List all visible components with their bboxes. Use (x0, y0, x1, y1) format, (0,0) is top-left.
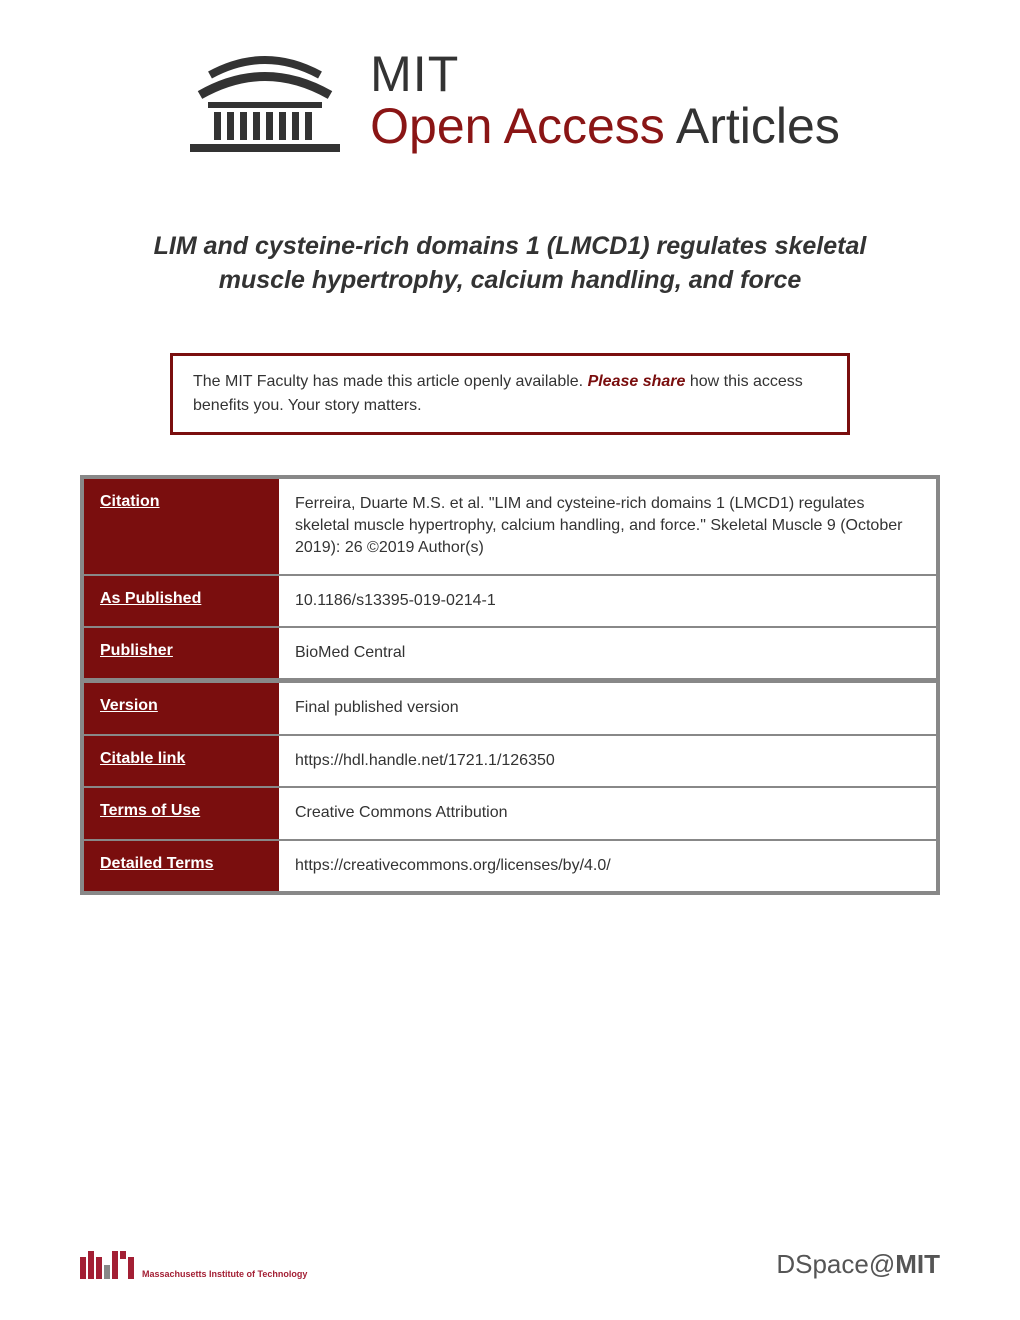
dspace-text: DSpace@ (776, 1249, 895, 1279)
dspace-logo: DSpace@MIT (776, 1249, 940, 1280)
meta-label: Terms of Use (84, 788, 279, 840)
table-row: VersionFinal published version (84, 680, 936, 735)
logo-text: MIT Open Access Articles (370, 48, 840, 153)
mit-small-logo-icon (80, 1251, 134, 1279)
please-share-link[interactable]: Please share (588, 373, 686, 390)
footer-institute-text: Massachusetts Institute of Technology (142, 1269, 307, 1279)
meta-label: As Published (84, 576, 279, 628)
table-row: Detailed Termshttps://creativecommons.or… (84, 841, 936, 891)
meta-value: BioMed Central (279, 628, 936, 680)
meta-value: https://hdl.handle.net/1721.1/126350 (279, 736, 936, 788)
table-row: Citable linkhttps://hdl.handle.net/1721.… (84, 736, 936, 788)
meta-value: Final published version (279, 680, 936, 735)
meta-label: Citation (84, 479, 279, 576)
share-text-before: The MIT Faculty has made this article op… (193, 373, 588, 390)
footer-left: Massachusetts Institute of Technology (80, 1251, 307, 1279)
meta-label: Detailed Terms (84, 841, 279, 891)
mit-dome-icon (180, 40, 350, 160)
meta-label: Version (84, 680, 279, 735)
dspace-mit-text: MIT (895, 1249, 940, 1279)
article-title: LIM and cysteine-rich domains 1 (LMCD1) … (80, 230, 940, 298)
logo-mit-text: MIT (370, 48, 840, 101)
meta-value: https://creativecommons.org/licenses/by/… (279, 841, 936, 891)
meta-value: 10.1186/s13395-019-0214-1 (279, 576, 936, 628)
footer: Massachusetts Institute of Technology DS… (80, 1249, 940, 1280)
meta-value: Creative Commons Attribution (279, 788, 936, 840)
logo-open-access-text: Open Access Articles (370, 100, 840, 153)
meta-value: Ferreira, Duarte M.S. et al. "LIM and cy… (279, 479, 936, 576)
table-row: Terms of UseCreative Commons Attribution (84, 788, 936, 840)
metadata-table: CitationFerreira, Duarte M.S. et al. "LI… (80, 475, 940, 896)
table-row: CitationFerreira, Duarte M.S. et al. "LI… (84, 479, 936, 576)
header-logo: MIT Open Access Articles (80, 40, 940, 160)
table-row: PublisherBioMed Central (84, 628, 936, 680)
table-row: As Published10.1186/s13395-019-0214-1 (84, 576, 936, 628)
meta-label: Publisher (84, 628, 279, 680)
meta-label: Citable link (84, 736, 279, 788)
share-box: The MIT Faculty has made this article op… (170, 353, 850, 435)
